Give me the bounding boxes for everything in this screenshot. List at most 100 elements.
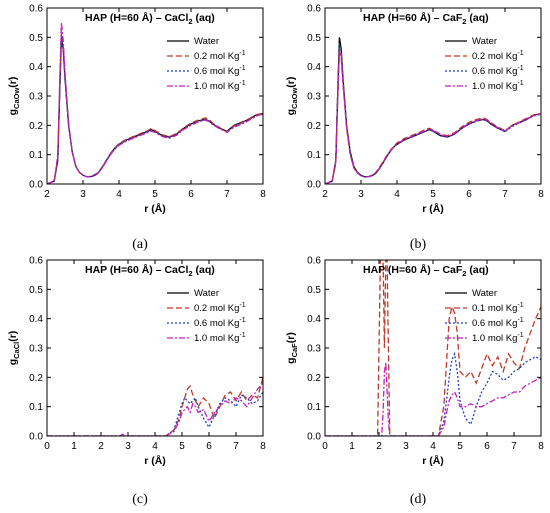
- y-tick-label: 0.0: [29, 180, 43, 191]
- panel-label: (b): [410, 237, 427, 252]
- panel-label: (d): [410, 492, 427, 507]
- y-tick-label: 0.3: [307, 92, 321, 103]
- x-tick-label: 6: [466, 189, 472, 200]
- x-tick-label: 5: [179, 441, 185, 452]
- series-line-3: [325, 351, 541, 436]
- y-tick-label: 0.4: [29, 62, 43, 73]
- legend-entry: 0.2 mol Kg-1: [472, 50, 524, 62]
- series-line-2: [47, 377, 263, 436]
- chart-title: HAP (H=60 Å) – CaF2 (aq): [363, 11, 489, 26]
- legend: Water 0.2 mol Kg-1 0.6 mol Kg-1 1.0 mol Kg-…: [167, 36, 246, 92]
- x-tick-label: 7: [511, 441, 517, 452]
- x-axis-label: r (Å): [144, 202, 166, 215]
- y-axis-label: gCaCl(r): [7, 331, 21, 366]
- x-tick-label: 4: [116, 189, 122, 200]
- x-tick-label: 3: [358, 189, 364, 200]
- panel-d: 0.0 0.1 0.2 0.3 0.4 0.5 0.6 0 1 2 3 4 5 6 7 8 r (Å) gCaF(…: [285, 256, 544, 508]
- x-tick-label: 4: [430, 441, 436, 452]
- x-tick-label: 8: [260, 441, 266, 452]
- series-line-4: [325, 362, 541, 436]
- x-tick-label: 6: [484, 441, 490, 452]
- x-tick-label: 1: [71, 441, 77, 452]
- legend-entry: Water: [472, 288, 497, 299]
- y-tick-label: 0.2: [29, 121, 43, 132]
- y-axis-label: gCaF(r): [285, 332, 299, 364]
- x-tick-label: 6: [206, 441, 212, 452]
- panel-label: (c): [132, 492, 148, 507]
- legend-entry: 0.6 mol Kg-1: [194, 317, 246, 329]
- x-tick-label: 5: [457, 441, 463, 452]
- y-tick-label: 0.6: [307, 256, 321, 267]
- y-axis-label: gCaOw(r): [7, 77, 21, 116]
- x-tick-label: 0: [322, 441, 328, 452]
- panel-label: (a): [132, 237, 148, 252]
- series-line-4: [47, 22, 263, 184]
- legend-entry: 1.0 mol Kg-1: [194, 80, 246, 92]
- chart-title: HAP (H=60 Å) – CaCl2 (aq): [85, 11, 215, 26]
- chart-title: HAP (H=60 Å) – CaCl2 (aq): [85, 263, 215, 278]
- panel-b: 0.0 0.1 0.2 0.3 0.4 0.5 0.6 2 3 4 5 6 7 8 r (Å) gCaOw(r…: [285, 4, 544, 253]
- x-tick-label: 2: [322, 189, 328, 200]
- plot-frame: [324, 259, 542, 437]
- x-tick-label: 8: [260, 189, 266, 200]
- y-tick-label: 0.0: [307, 432, 321, 443]
- y-tick-label: 0.3: [29, 344, 43, 355]
- y-tick-label: 0.0: [29, 432, 43, 443]
- x-tick-label: 1: [349, 441, 355, 452]
- y-tick-label: 0.4: [29, 314, 43, 325]
- y-tick-label: 0.1: [307, 402, 321, 413]
- y-axis-label: gCaOw(r): [285, 77, 299, 116]
- y-tick-label: 0.3: [29, 92, 43, 103]
- x-tick-label: 3: [403, 441, 409, 452]
- plot-frame: [46, 259, 264, 437]
- legend: Water 0.1 mol Kg-1 0.6 mol Kg-1 1.0 mol Kg-…: [445, 288, 524, 344]
- x-tick-label: 2: [44, 189, 50, 200]
- y-tick-label: 0.2: [29, 373, 43, 384]
- panel-a: 0.0 0.1 0.2 0.3 0.4 0.5 0.6 2 3 4 5 6 7 8 r (Å) gCaOw(r…: [7, 4, 266, 253]
- x-tick-label: 8: [538, 441, 544, 452]
- y-tick-label: 0.5: [307, 285, 321, 296]
- x-tick-label: 2: [376, 441, 382, 452]
- x-tick-label: 5: [430, 189, 436, 200]
- x-tick-label: 3: [125, 441, 131, 452]
- y-tick-label: 0.5: [307, 33, 321, 44]
- y-tick-label: 0.2: [307, 121, 321, 132]
- legend-entry: 0.1 mol Kg-1: [472, 302, 524, 314]
- legend-entry: 0.2 mol Kg-1: [194, 50, 246, 62]
- y-tick-label: 0.3: [307, 344, 321, 355]
- y-tick-label: 0.2: [307, 373, 321, 384]
- plot-frame: [324, 7, 542, 185]
- x-tick-label: 2: [98, 441, 104, 452]
- legend-entry: 0.6 mol Kg-1: [472, 65, 524, 77]
- y-tick-label: 0.1: [29, 150, 43, 161]
- x-tick-label: 8: [538, 189, 544, 200]
- y-tick-label: 0.1: [29, 402, 43, 413]
- legend-entry: 1.0 mol Kg-1: [472, 80, 524, 92]
- x-tick-label: 3: [80, 189, 86, 200]
- legend: Water 0.2 mol Kg-1 0.6 mol Kg-1 1.0 mol Kg-…: [167, 288, 246, 344]
- series-line-3: [325, 43, 541, 184]
- plot-frame: [46, 7, 264, 185]
- legend: Water 0.2 mol Kg-1 0.6 mol Kg-1 1.0 mol Kg-…: [445, 36, 524, 92]
- legend-entry: 1.0 mol Kg-1: [472, 332, 524, 344]
- series-line-3: [47, 391, 263, 436]
- y-tick-label: 0.4: [307, 62, 321, 73]
- chart-title: HAP (H=60 Å) – CaF2 (aq): [363, 263, 489, 278]
- legend-entry: 0.2 mol Kg-1: [194, 302, 246, 314]
- y-tick-label: 0.4: [307, 314, 321, 325]
- x-axis-label: r (Å): [422, 202, 444, 215]
- legend-entry: 1.0 mol Kg-1: [194, 332, 246, 344]
- y-tick-label: 0.6: [29, 4, 43, 15]
- x-tick-label: 0: [44, 441, 50, 452]
- y-tick-label: 0.5: [29, 285, 43, 296]
- x-tick-label: 4: [152, 441, 158, 452]
- y-tick-label: 0.6: [307, 4, 321, 15]
- legend-entry: Water: [472, 36, 497, 47]
- series-line-2: [325, 260, 541, 436]
- x-tick-label: 7: [502, 189, 508, 200]
- legend-entry: Water: [194, 36, 219, 47]
- x-tick-label: 4: [394, 189, 400, 200]
- y-tick-label: 0.5: [29, 33, 43, 44]
- legend-entry: 0.6 mol Kg-1: [472, 317, 524, 329]
